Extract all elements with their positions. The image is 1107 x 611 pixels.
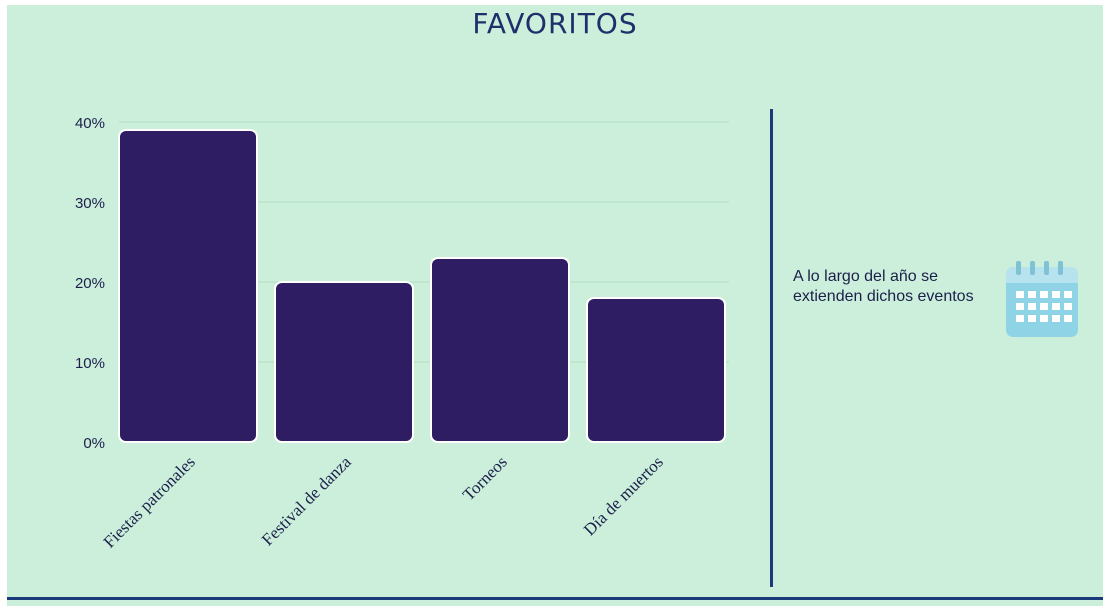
y-tick-label: 30% [75, 195, 105, 212]
y-tick-label: 10% [75, 355, 105, 372]
bar [430, 257, 570, 443]
calendar-icon [1006, 261, 1078, 337]
infographic-panel: FAVORITOS 0% 10% 20% 30% 40% Fiestas patrona… [7, 5, 1103, 606]
x-tick-label: Día de muertos [580, 452, 667, 539]
y-tick-labels: 0% 10% 20% 30% 40% [75, 115, 105, 452]
chart-title: FAVORITOS [472, 7, 638, 40]
side-note: A lo largo del año se extienden dichos e… [793, 268, 974, 305]
vertical-divider [770, 109, 773, 587]
x-tick-label: Fiestas patronales [100, 452, 199, 551]
bar [586, 297, 726, 443]
x-tick-labels: Fiestas patronales Festival de danza Torne… [100, 452, 667, 552]
bars [118, 129, 726, 443]
bar-chart: 0% 10% 20% 30% 40% Fiestas patronales Festiva… [75, 115, 729, 552]
x-tick-label: Festival de danza [258, 452, 355, 549]
x-tick-label: Torneos [459, 452, 511, 504]
y-tick-label: 0% [83, 435, 105, 452]
bar [118, 129, 258, 443]
y-tick-label: 40% [75, 115, 105, 132]
bottom-rule [7, 597, 1103, 600]
bar [274, 281, 414, 443]
y-tick-label: 20% [75, 275, 105, 292]
